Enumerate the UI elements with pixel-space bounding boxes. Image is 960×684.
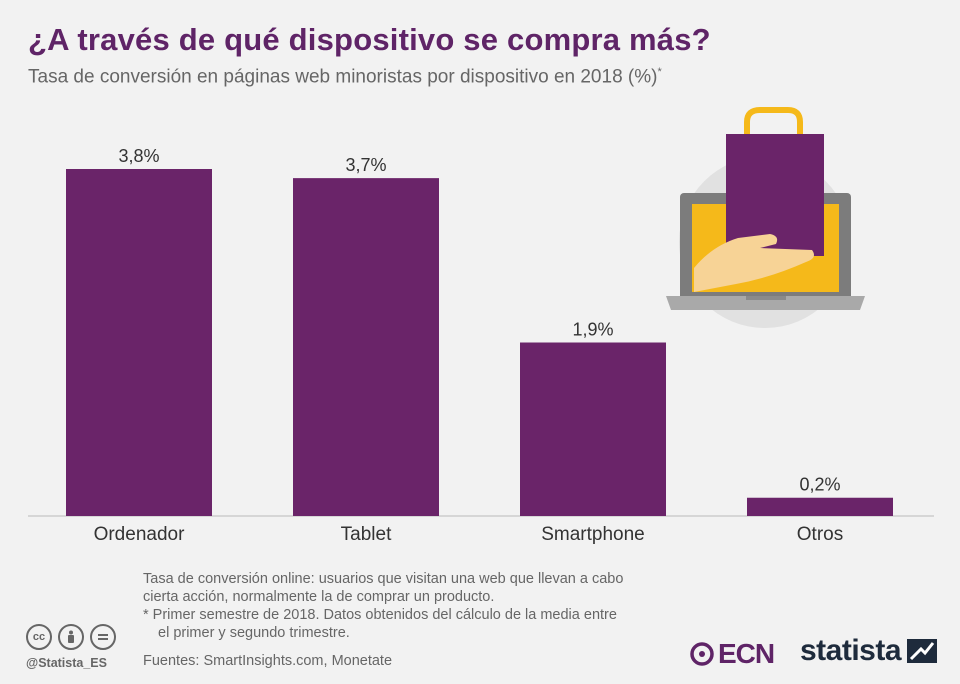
ecn-logo-text: ECN [718, 638, 775, 669]
bar-otros [747, 497, 893, 516]
subtitle-footnote-mark: * [657, 66, 662, 78]
bar-smartphone [520, 342, 666, 516]
category-label-smartphone: Smartphone [541, 524, 645, 545]
shopping-bag [726, 134, 824, 256]
ecn-logo-icon [690, 642, 714, 666]
value-labels-group: 3,8% 3,7% 1,9% 0,2% [118, 146, 840, 495]
note-line-3: * Primer semestre de 2018. Datos obtenid… [143, 607, 617, 623]
subtitle-text: Tasa de conversión en páginas web minori… [28, 66, 658, 88]
ecn-logo: ECN [690, 638, 775, 670]
value-label-ordenador: 3,8% [118, 146, 159, 166]
laptop-base [666, 296, 865, 310]
no-derivatives-icon [90, 624, 116, 650]
hand [694, 234, 814, 292]
category-label-otros: Otros [797, 524, 843, 545]
category-label-tablet: Tablet [341, 524, 392, 545]
category-labels-group: Ordenador Tablet Smartphone Otros [94, 524, 844, 545]
bar-tablet [293, 178, 439, 516]
bag-handle [744, 107, 803, 155]
value-label-otros: 0,2% [799, 475, 840, 495]
chart-title: ¿A través de qué dispositivo se compra m… [28, 22, 711, 57]
note-line-1: Tasa de conversión online: usuarios que … [143, 571, 624, 587]
chart-subtitle: Tasa de conversión en páginas web minori… [28, 66, 662, 88]
value-label-smartphone: 1,9% [572, 320, 613, 340]
laptop-shopping-illustration [666, 107, 865, 328]
statista-logo-text: statista [800, 634, 902, 667]
sources-text: Fuentes: SmartInsights.com, Monetate [143, 653, 393, 669]
bar-chart: 3,8% 3,7% 1,9% 0,2% Ordenador Tablet Smartpho… [28, 107, 934, 545]
bar-ordenador [66, 169, 212, 516]
category-label-ordenador: Ordenador [94, 524, 186, 545]
statista-logo-icon [907, 639, 938, 663]
chart-notes: Tasa de conversión online: usuarios que … [143, 570, 723, 642]
attribution-icon [58, 624, 84, 650]
license-icons: cc [26, 624, 116, 650]
bars-group [66, 169, 893, 516]
note-line-2: cierta acción, normalmente la de comprar… [143, 589, 495, 605]
cc-icon: cc [26, 624, 52, 650]
statista-handle: @Statista_ES [26, 656, 107, 670]
laptop-notch [746, 296, 786, 300]
note-line-4: el primer y segundo trimestre. [158, 625, 350, 641]
value-label-tablet: 3,7% [345, 155, 386, 175]
statista-logo: statista [800, 634, 938, 668]
